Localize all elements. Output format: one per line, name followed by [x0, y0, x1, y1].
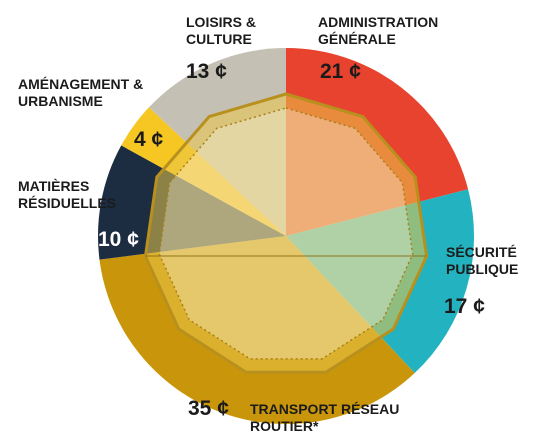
infographic: ADMINISTRATION GÉNÉRALE 21 ¢ SÉCURITÉ PUBL…: [0, 0, 556, 441]
category-label: ADMINISTRATION GÉNÉRALE: [318, 14, 448, 48]
chart: [0, 0, 556, 441]
category-label: TRANSPORT RÉSEAU ROUTIER*: [250, 401, 420, 435]
value-label: 10 ¢: [98, 228, 139, 252]
value-label: 21 ¢: [320, 60, 361, 84]
category-label: LOISIRS & CULTURE: [186, 14, 286, 48]
value-label: 17 ¢: [444, 295, 485, 319]
category-label: AMÉNAGEMENT & URBANISME: [18, 76, 168, 110]
value-label: 35 ¢: [188, 397, 229, 421]
value-label: 13 ¢: [186, 60, 227, 84]
value-label: 4 ¢: [134, 128, 163, 152]
category-label: MATIÈRES RÉSIDUELLES: [18, 178, 148, 212]
category-label: SÉCURITÉ PUBLIQUE: [446, 244, 556, 278]
